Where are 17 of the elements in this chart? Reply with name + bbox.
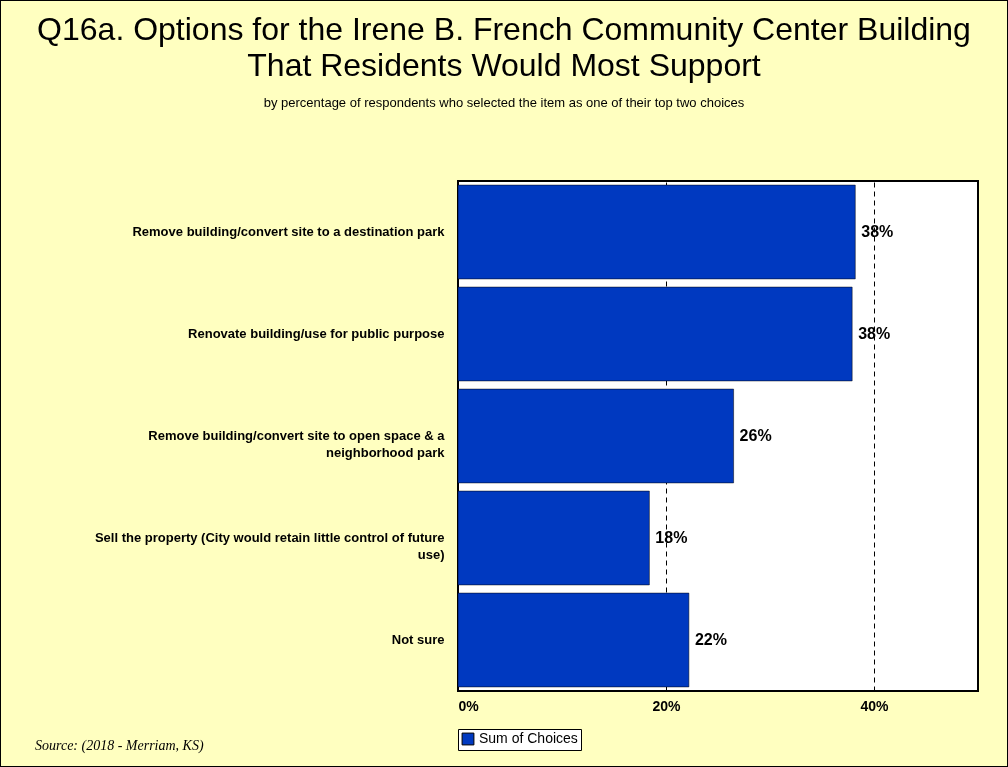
legend-label: Sum of Choices — [479, 730, 578, 746]
y-tick-label: Remove building/convert site to open space & a neighborhood park — [148, 428, 446, 460]
x-tick-label: 20% — [652, 697, 682, 714]
y-tick-label: Not sure — [391, 632, 445, 647]
y-tick-label: Renovate building/use for public purpose — [188, 326, 445, 341]
data-label: 38% — [858, 325, 891, 342]
chart-subtitle: by percentage of respondents who selected the item as one of their top two choices — [262, 95, 746, 110]
chart-title: Q16a. Options for the Irene B. French Community Center Building That Residents Would Most Support — [36, 11, 972, 83]
data-label: 18% — [655, 529, 688, 546]
y-tick-label: Remove building/convert site to a destination park — [132, 224, 446, 239]
data-label: 22% — [694, 631, 727, 648]
data-label: 38% — [861, 223, 894, 240]
x-tick-label: 0% — [458, 697, 480, 714]
y-tick-label: Sell the property (City would retain little control of future use) — [94, 530, 445, 562]
data-label: 26% — [739, 427, 772, 444]
x-tick-label: 40% — [860, 697, 890, 714]
source-note: Source: (2018 - Merriam, KS) — [35, 738, 204, 754]
